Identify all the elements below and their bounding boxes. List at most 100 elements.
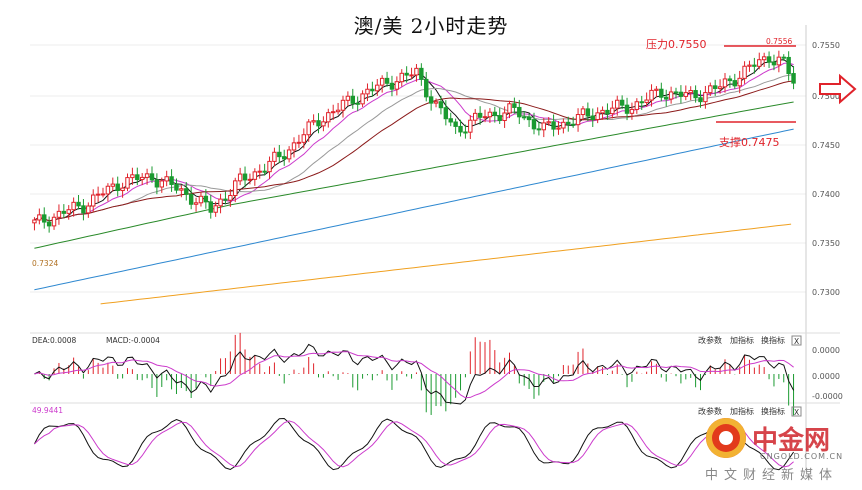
ma60-line (34, 101, 794, 249)
candle-body (409, 74, 414, 77)
candle-body (757, 59, 762, 67)
candle-body (130, 174, 135, 179)
candle-body (321, 121, 326, 127)
candle-body (703, 92, 708, 103)
low-price-label: 0.7324 (32, 259, 58, 268)
candle-body (551, 121, 556, 130)
kdj-swap-indicator-button[interactable]: 换指标 (761, 406, 785, 416)
candle-body (438, 101, 444, 109)
candle-body (688, 90, 693, 94)
candle-body (282, 156, 287, 160)
candle-body (81, 205, 86, 214)
candle-body (482, 116, 488, 119)
y-tick-1: 0.7500 (812, 92, 840, 101)
candle-body (46, 221, 52, 227)
candle-body (791, 73, 796, 84)
candle-body (213, 205, 218, 213)
watermark-slogan: 中文财经新媒体 (705, 468, 839, 483)
macd-change-params-button[interactable]: 改参数 (698, 335, 722, 345)
candle-body (316, 120, 321, 127)
candle-body (86, 205, 91, 214)
macd-add-indicator-button[interactable]: 加指标 (730, 335, 754, 345)
candle-body (120, 187, 125, 192)
candle-body (159, 180, 164, 188)
candle-body (536, 128, 542, 131)
candle-body (477, 112, 483, 118)
candle-body (742, 65, 747, 79)
macd-swap-indicator-button[interactable]: 换指标 (761, 335, 785, 345)
candle-body (262, 170, 267, 173)
candle-body (394, 81, 400, 90)
candle-body (712, 85, 718, 89)
candle-body (497, 115, 502, 121)
ma250-line (100, 223, 792, 305)
candle-body (223, 198, 228, 201)
candle-body (747, 64, 752, 67)
candle-body (771, 61, 777, 66)
kdj-add-indicator-button[interactable]: 加指标 (730, 406, 754, 416)
candle-body (184, 188, 189, 195)
candle-body (100, 193, 106, 196)
candle-body (424, 78, 429, 98)
y-tick-5: 0.7300 (812, 288, 840, 297)
candle-body (66, 209, 71, 214)
candle-body (433, 101, 439, 104)
candle-body (42, 214, 47, 223)
candle-body (237, 173, 243, 182)
candle-body (198, 195, 204, 204)
candle-body (492, 111, 498, 117)
candle-body (179, 188, 184, 191)
kdj-lines (33, 417, 795, 471)
candle-body (296, 141, 302, 144)
candle-body (267, 160, 272, 173)
candle-body (330, 111, 336, 114)
candle-body (526, 116, 532, 121)
candle-body (379, 77, 385, 86)
candle-body (169, 176, 174, 185)
candle-body (242, 173, 248, 181)
candle-body (580, 108, 586, 116)
candle-body (306, 121, 311, 136)
candle-body (56, 210, 62, 218)
macd-tick-1: 0.0000 (812, 372, 840, 381)
candle-body (732, 80, 737, 87)
candle-body (473, 112, 478, 121)
y-tick-0: 0.7550 (812, 41, 840, 50)
candle-body (164, 176, 169, 182)
candle-body (678, 91, 684, 97)
candle-body (360, 93, 365, 105)
candle-body (91, 194, 96, 207)
candle-body (125, 177, 130, 189)
candle-body (575, 114, 581, 126)
macd-tick-0: 0.0000 (812, 346, 840, 355)
candle-body (595, 112, 600, 121)
candle-body (71, 201, 76, 211)
candle-body (448, 118, 453, 123)
candle-body (247, 178, 253, 181)
candle-body (698, 97, 703, 103)
candle-body (350, 95, 355, 104)
candle-body (301, 134, 307, 143)
macd-dea-label: DEA:0.0008 (32, 336, 77, 345)
candle-body (634, 101, 640, 110)
resistance-label: 压力0.7550 (646, 38, 707, 51)
watermark-brand: 中金网 (752, 426, 831, 456)
candle-body (286, 149, 292, 160)
candle-body (605, 109, 610, 115)
macd-dif-line (34, 343, 795, 405)
candle-body (208, 201, 213, 213)
candle-body (51, 216, 57, 227)
macd-close-icon[interactable] (791, 335, 802, 346)
candle-body (624, 104, 630, 114)
cngold-logo-center (719, 431, 733, 445)
kdj-close-icon[interactable] (791, 406, 802, 417)
candle-body (384, 77, 390, 84)
candle-body (139, 176, 145, 181)
candle-body (404, 72, 409, 76)
candle-body (556, 127, 561, 130)
macd-close-label: X (794, 337, 799, 346)
kdj-change-params-button[interactable]: 改参数 (698, 406, 722, 416)
candle-body (375, 84, 380, 92)
candle-body (561, 121, 566, 129)
